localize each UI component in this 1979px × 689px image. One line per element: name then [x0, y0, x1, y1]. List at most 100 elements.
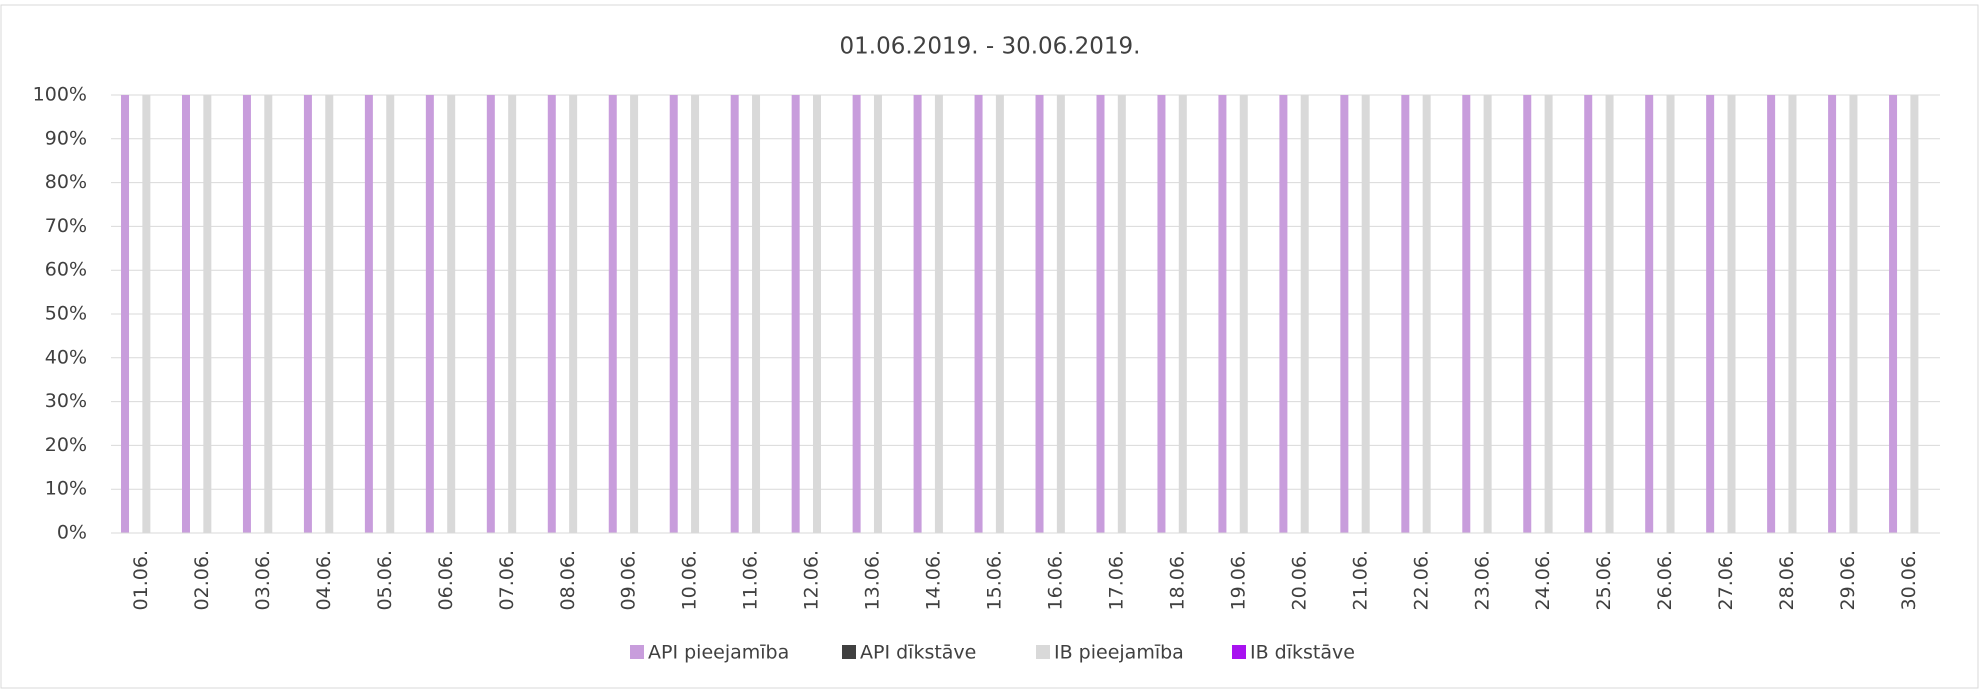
legend-label: IB pieejamība [1054, 642, 1184, 664]
bar [1645, 95, 1654, 533]
bar [1178, 95, 1187, 533]
x-tick-label: 15.06. [984, 550, 1006, 610]
bar [242, 95, 251, 533]
bar [303, 95, 312, 533]
bar [791, 95, 800, 533]
legend-swatch [1036, 645, 1050, 659]
bar [913, 95, 922, 533]
bar [1828, 95, 1837, 533]
bar [1300, 95, 1309, 533]
bar [1056, 95, 1065, 533]
bar [691, 95, 700, 533]
bar [386, 95, 395, 533]
bar [752, 95, 761, 533]
bar [1422, 95, 1431, 533]
y-tick-label: 0% [57, 522, 87, 544]
chart-title: 01.06.2019. - 30.06.2019. [840, 34, 1141, 60]
bar [364, 95, 373, 533]
bar [508, 95, 517, 533]
x-tick-label: 29.06. [1837, 550, 1859, 610]
bar [1706, 95, 1715, 533]
x-tick-label: 27.06. [1715, 550, 1737, 610]
bar [1727, 95, 1736, 533]
bar [203, 95, 212, 533]
x-tick-label: 16.06. [1044, 550, 1066, 610]
x-tick-label: 24.06. [1532, 550, 1554, 610]
x-tick-label: 06.06. [435, 550, 457, 610]
bar [1666, 95, 1675, 533]
x-tick-label: 21.06. [1349, 550, 1371, 610]
legend-swatch [630, 645, 644, 659]
bar [1544, 95, 1553, 533]
x-tick-label: 04.06. [313, 550, 335, 610]
bar [934, 95, 943, 533]
x-tick-label: 12.06. [801, 550, 823, 610]
y-tick-label: 70% [45, 215, 87, 237]
bar [974, 95, 983, 533]
bar [447, 95, 456, 533]
x-tick-label: 18.06. [1166, 550, 1188, 610]
x-tick-label: 30.06. [1898, 550, 1920, 610]
bar [121, 95, 130, 533]
x-tick-label: 09.06. [618, 550, 640, 610]
bar [730, 95, 739, 533]
x-tick-label: 03.06. [252, 550, 274, 610]
legend-swatch [842, 645, 856, 659]
bar [1239, 95, 1248, 533]
bar [1157, 95, 1166, 533]
y-tick-label: 10% [45, 478, 87, 500]
x-tick-label: 05.06. [374, 550, 396, 610]
y-tick-label: 40% [45, 346, 87, 368]
bar [1483, 95, 1492, 533]
x-tick-label: 13.06. [862, 550, 884, 610]
bar [1767, 95, 1776, 533]
x-tick-label: 20.06. [1288, 550, 1310, 610]
x-tick-label: 07.06. [496, 550, 518, 610]
y-tick-label: 20% [45, 434, 87, 456]
bar [425, 95, 434, 533]
x-tick-label: 01.06. [130, 550, 152, 610]
x-tick-label: 28.06. [1776, 550, 1798, 610]
bar [142, 95, 151, 533]
bar [630, 95, 639, 533]
x-tick-label: 17.06. [1105, 550, 1127, 610]
x-tick-label: 19.06. [1227, 550, 1249, 610]
bar [995, 95, 1004, 533]
y-tick-label: 60% [45, 259, 87, 281]
x-tick-label: 25.06. [1593, 550, 1615, 610]
x-tick-label: 22.06. [1410, 550, 1432, 610]
bar [812, 95, 821, 533]
legend-label: IB dīkstāve [1250, 642, 1355, 664]
bar [1849, 95, 1858, 533]
x-tick-label: 02.06. [191, 550, 213, 610]
x-tick-label: 26.06. [1654, 550, 1676, 610]
y-tick-label: 100% [33, 84, 87, 106]
bar [1340, 95, 1349, 533]
legend-label: API pieejamība [648, 642, 789, 664]
bar [1462, 95, 1471, 533]
bar [1218, 95, 1227, 533]
bar [547, 95, 556, 533]
bar [1523, 95, 1532, 533]
bar [1035, 95, 1044, 533]
bar [1361, 95, 1370, 533]
bar [264, 95, 273, 533]
bar [1401, 95, 1410, 533]
bar [181, 95, 190, 533]
bar [1584, 95, 1593, 533]
bar [669, 95, 678, 533]
bar [486, 95, 495, 533]
bar [325, 95, 334, 533]
bar [569, 95, 578, 533]
x-tick-label: 23.06. [1471, 550, 1493, 610]
x-tick-label: 08.06. [557, 550, 579, 610]
bar [1788, 95, 1797, 533]
y-tick-label: 30% [45, 390, 87, 412]
x-tick-label: 14.06. [923, 550, 945, 610]
y-tick-label: 80% [45, 171, 87, 193]
bar [852, 95, 861, 533]
bar [608, 95, 617, 533]
bar [1096, 95, 1105, 533]
legend-label: API dīkstāve [860, 642, 976, 664]
